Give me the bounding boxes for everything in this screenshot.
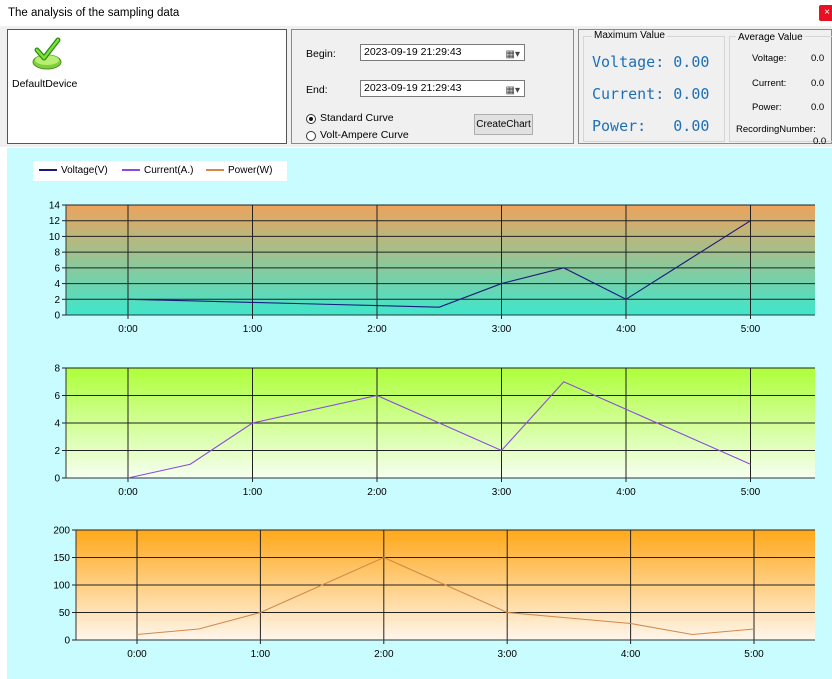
avg-power-value: 0.0 xyxy=(811,102,825,113)
avg-current-label: Current: xyxy=(752,78,787,89)
y-tick-label: 2 xyxy=(54,446,60,457)
chart-2: 0 2 4 6 8 0:00 1:00 2:00 3:00 4:00 5:00 xyxy=(54,364,815,498)
x-tick-label: 1:00 xyxy=(251,649,271,660)
chart-3: 0 50 100 150 200 0:00 1:00 2:00 3:00 4:00 5:00 xyxy=(53,526,815,660)
current-swatch xyxy=(122,169,140,172)
x-tick-label: 3:00 xyxy=(492,487,512,498)
legend-voltage-label: Voltage(V) xyxy=(61,165,108,176)
y-tick-label: 0 xyxy=(54,311,60,322)
create-chart-button[interactable]: CreateChart xyxy=(474,114,533,135)
end-label: End: xyxy=(306,84,328,96)
plot-background xyxy=(66,205,815,315)
y-tick-label: 50 xyxy=(59,608,71,619)
y-tick-label: 100 xyxy=(53,581,70,592)
calendar-icon[interactable]: ▦▾ xyxy=(505,85,520,96)
date-range-panel: Begin: 2023-09-19 21:29:43 ▦▾ End: 2023-… xyxy=(291,29,574,144)
y-tick-label: 4 xyxy=(54,279,60,290)
window-title: The analysis of the sampling data xyxy=(8,7,180,19)
y-tick-label: 8 xyxy=(54,364,60,375)
begin-date-value: 2023-09-19 21:29:43 xyxy=(364,46,462,58)
x-tick-label: 5:00 xyxy=(744,649,764,660)
x-tick-label: 3:00 xyxy=(492,324,512,335)
x-tick-label: 4:00 xyxy=(616,487,636,498)
y-tick-label: 12 xyxy=(49,216,61,227)
x-tick-label: 5:00 xyxy=(741,324,761,335)
volt-ampere-curve-radio[interactable] xyxy=(306,131,316,141)
begin-date-picker[interactable]: 2023-09-19 21:29:43 ▦▾ xyxy=(360,44,525,61)
y-tick-label: 14 xyxy=(49,201,61,212)
x-tick-label: 2:00 xyxy=(367,324,387,335)
standard-curve-label[interactable]: Standard Curve xyxy=(320,112,394,124)
y-tick-label: 2 xyxy=(54,295,60,306)
end-date-value: 2023-09-19 21:29:43 xyxy=(364,82,462,94)
average-value-title: Average Value xyxy=(736,32,805,43)
statistics-panel: Maximum Value Voltage: 0.00 Current: 0.0… xyxy=(578,29,832,147)
avg-recording-label: RecordingNumber: xyxy=(736,124,816,135)
avg-recording-value: 0.0 xyxy=(813,136,827,147)
volt-ampere-curve-label[interactable]: Volt-Ampere Curve xyxy=(320,129,409,141)
chart-1: 0 2 4 6 8 10 12 14 0:00 1:00 2:00 3:00 4:00 5:00 xyxy=(49,201,815,335)
chart-area: Voltage(V) Current(A.) Power(W) 0 2 4 6 8 10 1… xyxy=(7,148,832,679)
legend-current-label: Current(A.) xyxy=(144,165,194,176)
max-power: Power: 0.00 xyxy=(592,117,710,135)
title-bar: The analysis of the sampling data × xyxy=(0,0,832,26)
charts-svg: 0 2 4 6 8 10 12 14 0:00 1:00 2:00 3:00 4:00 5:00 0 2 4 6 8… xyxy=(49,201,815,660)
standard-curve-radio[interactable] xyxy=(306,114,316,124)
voltage-swatch xyxy=(39,169,57,172)
series-line-1 xyxy=(127,220,751,308)
maximum-value-title: Maximum Value xyxy=(592,30,667,41)
chart-legend: Voltage(V) Current(A.) Power(W) xyxy=(33,161,287,181)
checkmark-device-icon[interactable] xyxy=(30,36,64,72)
x-tick-label: 5:00 xyxy=(741,487,761,498)
calendar-icon[interactable]: ▦▾ xyxy=(505,49,520,60)
y-tick-label: 200 xyxy=(53,526,70,537)
y-tick-label: 6 xyxy=(54,391,60,402)
y-tick-label: 0 xyxy=(64,636,70,647)
y-tick-label: 150 xyxy=(53,553,70,564)
series-line-3 xyxy=(136,556,755,636)
avg-voltage-label: Voltage: xyxy=(752,53,787,64)
x-tick-label: 0:00 xyxy=(118,487,138,498)
power-swatch xyxy=(206,169,224,172)
y-tick-label: 10 xyxy=(49,232,61,243)
y-tick-label: 0 xyxy=(54,474,60,485)
x-tick-label: 4:00 xyxy=(616,324,636,335)
end-date-picker[interactable]: 2023-09-19 21:29:43 ▦▾ xyxy=(360,80,525,97)
x-tick-label: 2:00 xyxy=(367,487,387,498)
device-name[interactable]: DefaultDevice xyxy=(12,78,78,90)
y-tick-label: 6 xyxy=(54,263,60,274)
series-line-2 xyxy=(127,381,751,479)
legend-voltage[interactable]: Voltage(V) xyxy=(39,165,108,176)
maximum-value-group: Maximum Value Voltage: 0.00 Current: 0.0… xyxy=(583,30,725,142)
control-panel: DefaultDevice Begin: 2023-09-19 21:29:43… xyxy=(0,26,832,147)
y-tick-label: 8 xyxy=(54,248,60,259)
avg-current-value: 0.0 xyxy=(811,78,825,89)
max-current: Current: 0.00 xyxy=(592,85,710,103)
x-tick-label: 1:00 xyxy=(243,324,263,335)
device-list[interactable]: DefaultDevice xyxy=(7,29,287,144)
x-tick-label: 0:00 xyxy=(127,649,147,660)
average-value-group: Average Value Voltage: 0.0 Current: 0.0 … xyxy=(729,32,832,147)
begin-label: Begin: xyxy=(306,48,336,60)
max-voltage: Voltage: 0.00 xyxy=(592,53,710,71)
legend-power-label: Power(W) xyxy=(228,165,273,176)
close-button[interactable]: × xyxy=(819,5,832,21)
x-tick-label: 1:00 xyxy=(243,487,263,498)
x-tick-label: 0:00 xyxy=(118,324,138,335)
legend-current[interactable]: Current(A.) xyxy=(122,165,193,176)
avg-voltage-value: 0.0 xyxy=(811,53,825,64)
x-tick-label: 3:00 xyxy=(497,649,517,660)
x-tick-label: 2:00 xyxy=(374,649,394,660)
legend-power[interactable]: Power(W) xyxy=(206,165,272,176)
y-tick-label: 4 xyxy=(54,419,60,430)
x-tick-label: 4:00 xyxy=(621,649,641,660)
avg-power-label: Power: xyxy=(752,102,782,113)
